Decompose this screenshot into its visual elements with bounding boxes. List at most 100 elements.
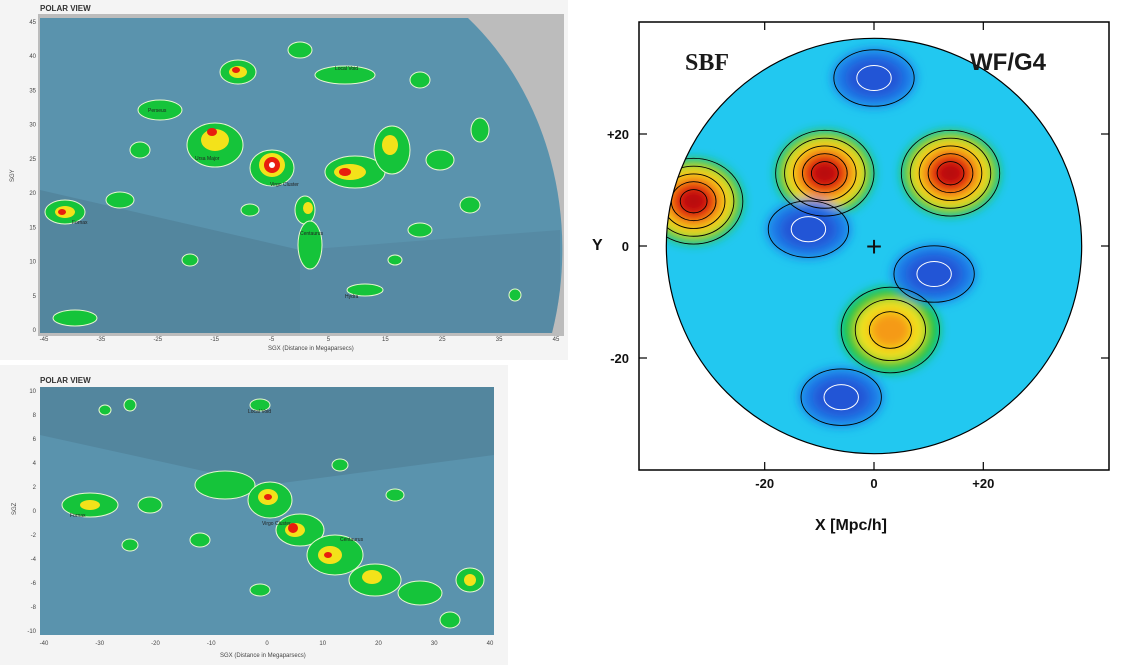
density-contour: [823, 384, 859, 411]
atlas-x-tick: -15: [210, 337, 219, 343]
map-y-tick-label: +20: [607, 127, 629, 142]
atlas-y-tick: 45: [29, 20, 36, 26]
density-contour: [909, 137, 992, 209]
atlas-y-tick: 6: [33, 437, 37, 443]
atlas-y-tick: -6: [31, 581, 37, 587]
top-label-centaurus: Centaurus: [300, 231, 324, 237]
top-label-ursa-major: Ursa Major: [195, 156, 220, 162]
atlas-x-tick: -20: [151, 641, 160, 647]
atlas-y-tick: -2: [31, 533, 37, 539]
polar-view-top-panel: POLAR VIEW SGY SGX (Distance in Megapars…: [0, 0, 568, 360]
density-contour: [666, 173, 726, 229]
atlas-y-tick: -8: [31, 605, 37, 611]
atlas-y-tick: 20: [29, 191, 36, 197]
atlas-x-tick: 30: [431, 641, 438, 647]
density-contour: [854, 298, 926, 362]
density-contour: [868, 311, 912, 349]
atlas-y-tick: -10: [27, 629, 36, 635]
atlas-x-tick: -30: [95, 641, 104, 647]
density-level: [905, 254, 963, 294]
sbf-density-map: SBF WF/G4 -20 0 +20 +20 0 -20 + X [Mpc/h] Y: [580, 0, 1131, 560]
density-level: [937, 161, 964, 185]
density-level: [811, 161, 839, 185]
atlas-x-tick: -35: [97, 337, 106, 343]
disk-outline: [665, 37, 1083, 455]
atlas-x-tick: -45: [40, 337, 49, 343]
map-title: SBF: [685, 50, 729, 76]
atlas-x-tick: 20: [375, 641, 382, 647]
top-panel-ylabel: SGY: [10, 169, 16, 182]
bottom-panel-xlabel: SGX (Distance in Megaparsecs): [220, 653, 306, 659]
bottom-label-local-void: Local Void: [248, 409, 271, 415]
atlas-y-tick: 35: [29, 88, 36, 94]
top-label-fornax: Fornax: [72, 220, 88, 226]
map-x-tick-label: +20: [972, 476, 994, 491]
top-label-hydra: Hydra: [345, 294, 359, 300]
top-label-local-void: Local Void: [335, 66, 358, 72]
atlas-y-tick: 2: [33, 485, 37, 491]
top-label-virgo: Virgo Cluster: [270, 182, 299, 188]
bottom-label-centaurus: Centaurus: [340, 537, 364, 543]
density-contour: [666, 165, 735, 237]
density-contour: [916, 260, 952, 288]
density-contour: [927, 153, 974, 194]
map-disk: [666, 38, 1082, 454]
overdensity-region: [901, 130, 1000, 217]
atlas-x-tick: 0: [265, 641, 269, 647]
atlas-y-tick: 15: [29, 225, 36, 231]
density-contour: [936, 161, 965, 186]
map-x-tick-label: 0: [870, 476, 877, 491]
underdensity-region: [892, 244, 977, 304]
atlas-y-tick: 30: [29, 123, 36, 129]
origin-marker: +: [866, 231, 882, 262]
atlas-y-tick: -4: [31, 557, 37, 563]
bottom-panel-ylabel: SGZ: [12, 502, 18, 515]
density-level: [812, 377, 870, 417]
polar-view-bottom-panel: POLAR VIEW SGZ SGX (Distance in Megapars…: [0, 365, 508, 665]
density-level: [779, 209, 838, 249]
atlas-y-tick: 5: [33, 294, 37, 300]
atlas-x-tick: 25: [439, 337, 446, 343]
density-contour: [918, 145, 983, 201]
density-level: [845, 58, 903, 98]
virgo-peak: [269, 162, 275, 168]
density-contour: [893, 245, 975, 303]
density-contour: [784, 137, 866, 209]
atlas-y-tick: 4: [33, 461, 37, 467]
atlas-y-tick: 25: [29, 157, 36, 163]
density-contour: [833, 49, 915, 107]
map-y-tick-label: -20: [610, 351, 629, 366]
atlas-x-tick: 35: [496, 337, 503, 343]
density-contour: [840, 286, 941, 374]
density-contour: [810, 161, 839, 186]
bottom-panel-title: POLAR VIEW: [40, 376, 91, 385]
top-label-perseus: Perseus: [148, 108, 167, 114]
density-contour: [900, 129, 1001, 217]
top-shade-wedge: [40, 190, 300, 333]
atlas-y-tick: 0: [33, 328, 37, 334]
map-x-tick-label: -20: [755, 476, 774, 491]
density-contour: [775, 129, 875, 217]
atlas-x-tick: -5: [269, 337, 275, 343]
density-contour: [856, 64, 892, 92]
overdensity-region: [666, 158, 743, 245]
atlas-x-tick: 40: [487, 641, 494, 647]
density-level: [680, 189, 708, 213]
atlas-x-tick: 45: [553, 337, 560, 343]
atlas-x-tick: -10: [207, 641, 216, 647]
atlas-x-tick: 15: [382, 337, 389, 343]
density-contour: [767, 200, 850, 258]
map-y-tick-label: 0: [622, 239, 629, 254]
density-contour: [800, 368, 882, 426]
map-xlabel: X [Mpc/h]: [815, 517, 887, 534]
atlas-x-tick: -25: [153, 337, 162, 343]
bottom-label-fornax: Fornax: [70, 513, 86, 519]
density-contour: [802, 153, 848, 194]
density-level: [869, 311, 912, 349]
map-ylabel: Y: [592, 237, 603, 254]
atlas-y-tick: 10: [29, 260, 36, 266]
atlas-x-tick: -40: [40, 641, 49, 647]
top-panel-xlabel: SGX (Distance in Megaparsecs): [268, 346, 354, 352]
density-contour: [790, 216, 827, 243]
atlas-x-tick: 5: [327, 337, 331, 343]
